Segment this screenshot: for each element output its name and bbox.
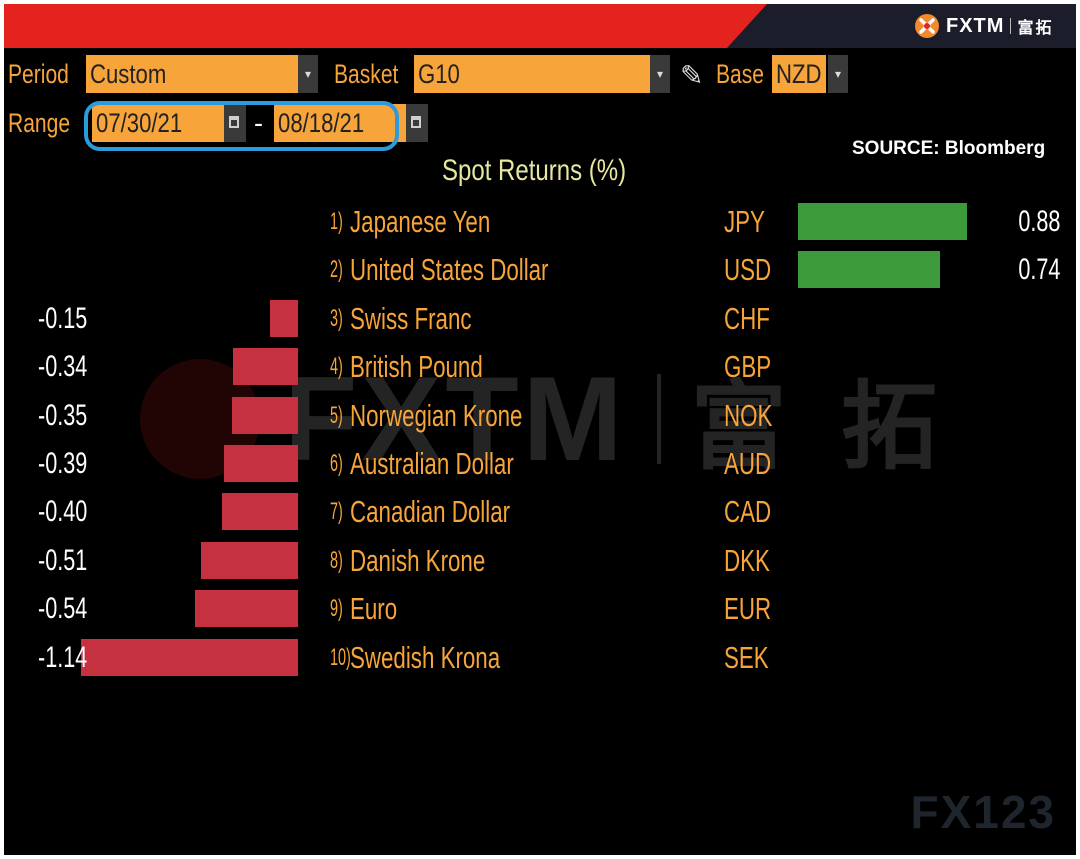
negative-return-bar bbox=[195, 590, 298, 628]
currency-name: Norwegian Krone bbox=[350, 397, 523, 433]
currency-name: Euro bbox=[350, 591, 398, 627]
rank-number: 2) bbox=[330, 256, 343, 284]
rank-number: 9) bbox=[330, 595, 343, 623]
currency-name: Swedish Krona bbox=[350, 639, 501, 675]
rank-number: 5) bbox=[330, 401, 343, 429]
table-row[interactable]: -0.51 8) Danish Krone DKK bbox=[4, 539, 1076, 583]
period-select[interactable]: Custom bbox=[86, 55, 298, 93]
return-value: -0.51 bbox=[38, 543, 88, 577]
negative-return-bar bbox=[81, 638, 298, 676]
range-separator: - bbox=[254, 108, 263, 138]
rank-number: 3) bbox=[330, 304, 343, 332]
currency-code: SEK bbox=[724, 639, 769, 675]
negative-return-bar bbox=[223, 445, 298, 482]
currency-code: GBP bbox=[724, 349, 772, 385]
return-value: -0.39 bbox=[38, 447, 88, 480]
currency-code: EUR bbox=[724, 591, 772, 627]
table-row[interactable]: -0.54 9) Euro EUR bbox=[4, 587, 1076, 631]
period-dropdown-icon[interactable]: ▾ bbox=[298, 55, 318, 93]
range-start-input[interactable]: 07/30/21 bbox=[92, 104, 224, 142]
fx123-watermark: FX123 bbox=[910, 786, 1056, 838]
return-value: 0.88 bbox=[1017, 205, 1060, 238]
range-start-calendar-icon[interactable] bbox=[224, 104, 246, 142]
table-row[interactable]: -0.34 4) British Pound GBP bbox=[4, 345, 1076, 389]
currency-code: CAD bbox=[724, 494, 772, 530]
rank-number: 7) bbox=[330, 498, 343, 526]
brand-name: FXTM bbox=[946, 14, 1005, 37]
currency-name: Japanese Yen bbox=[350, 204, 491, 239]
table-row[interactable]: 0.88 1) Japanese Yen JPY bbox=[4, 200, 1076, 244]
base-value: NZD bbox=[776, 59, 822, 89]
currency-code: JPY bbox=[724, 204, 765, 239]
currency-name: Canadian Dollar bbox=[350, 494, 511, 530]
negative-return-bar bbox=[201, 541, 298, 579]
positive-return-bar bbox=[798, 203, 967, 240]
screenshot-frame: FXTM 富拓 FXTM 富 拓 FX123 Period Custom ▾ B… bbox=[4, 4, 1076, 855]
positive-return-bar bbox=[798, 251, 941, 289]
table-row[interactable]: 0.74 2) United States Dollar USD bbox=[4, 248, 1076, 292]
base-label: Base bbox=[716, 59, 765, 89]
rank-number: 8) bbox=[330, 546, 343, 574]
pencil-edit-icon[interactable]: ✎ bbox=[680, 60, 704, 91]
brand-chinese-name: 富拓 bbox=[1017, 20, 1054, 37]
source-note: SOURCE: Bloomberg bbox=[852, 138, 1046, 159]
negative-return-bar bbox=[269, 299, 298, 337]
range-end-calendar-icon[interactable] bbox=[406, 104, 428, 142]
range-end-value: 08/18/21 bbox=[278, 108, 365, 138]
rank-number: 1) bbox=[330, 208, 343, 235]
return-value: -0.54 bbox=[38, 592, 88, 626]
table-row[interactable]: -0.40 7) Canadian Dollar CAD bbox=[4, 490, 1076, 534]
currency-code: CHF bbox=[724, 300, 770, 336]
currency-name: Swiss Franc bbox=[350, 300, 472, 336]
return-value: -0.34 bbox=[38, 350, 88, 384]
brand-divider bbox=[1010, 18, 1012, 34]
basket-select[interactable]: G10 bbox=[414, 55, 650, 93]
rank-number: 6) bbox=[330, 450, 343, 477]
negative-return-bar bbox=[233, 348, 298, 386]
chart-title: Spot Returns (%) bbox=[442, 154, 627, 187]
period-label: Period bbox=[8, 59, 69, 89]
basket-value: G10 bbox=[418, 59, 460, 89]
negative-return-bar bbox=[231, 396, 298, 434]
return-value: -0.15 bbox=[38, 301, 88, 335]
return-value: -0.35 bbox=[38, 398, 88, 432]
negative-return-bar bbox=[222, 493, 298, 531]
brand-banner bbox=[727, 4, 1076, 48]
rank-number: 10) bbox=[330, 643, 351, 671]
base-dropdown-icon[interactable]: ▾ bbox=[828, 55, 848, 93]
table-row[interactable]: -0.15 3) Swiss Franc CHF bbox=[4, 297, 1076, 341]
currency-code: USD bbox=[724, 252, 772, 288]
table-row[interactable]: -0.35 5) Norwegian Krone NOK bbox=[4, 394, 1076, 438]
base-select[interactable]: NZD bbox=[772, 55, 826, 93]
range-start-value: 07/30/21 bbox=[96, 108, 183, 138]
return-value: -1.14 bbox=[38, 640, 88, 674]
currency-code: NOK bbox=[724, 397, 773, 433]
currency-name: British Pound bbox=[350, 349, 483, 385]
range-label: Range bbox=[8, 108, 71, 138]
return-value: 0.74 bbox=[1017, 253, 1060, 287]
basket-label: Basket bbox=[334, 59, 399, 89]
currency-name: Australian Dollar bbox=[350, 446, 514, 481]
rank-number: 4) bbox=[330, 353, 343, 381]
fxtm-logo-icon bbox=[915, 14, 939, 38]
basket-dropdown-icon[interactable]: ▾ bbox=[650, 55, 670, 93]
currency-code: AUD bbox=[724, 446, 772, 481]
table-row[interactable]: -1.14 10) Swedish Krona SEK bbox=[4, 636, 1076, 680]
return-value: -0.40 bbox=[38, 495, 88, 529]
period-value: Custom bbox=[90, 59, 167, 89]
currency-name: United States Dollar bbox=[350, 252, 549, 288]
range-highlight-box bbox=[84, 101, 399, 151]
currency-code: DKK bbox=[724, 542, 770, 578]
table-row[interactable]: -0.39 6) Australian Dollar AUD bbox=[4, 442, 1076, 486]
currency-name: Danish Krone bbox=[350, 542, 486, 578]
brand-logo: FXTM 富拓 bbox=[914, 12, 1053, 40]
